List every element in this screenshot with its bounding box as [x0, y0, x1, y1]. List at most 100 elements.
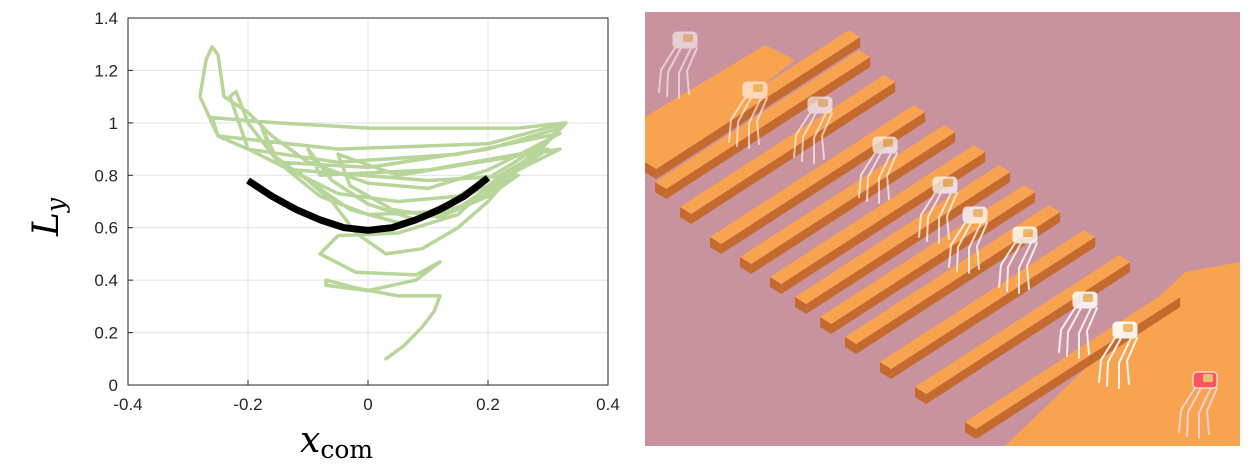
robot-leg	[658, 47, 676, 93]
robot-ghost	[658, 31, 698, 99]
robot-leg	[1078, 307, 1092, 359]
y-tick-label: 0.6	[94, 219, 118, 238]
robot-leg	[813, 112, 827, 164]
robot-final	[1178, 371, 1218, 439]
beam	[880, 230, 1096, 369]
beam-front	[680, 207, 692, 224]
robot-leg	[678, 47, 692, 99]
robot-leg	[1018, 242, 1032, 294]
y-tick-label: 0.2	[94, 324, 118, 343]
robot-leg	[1098, 337, 1116, 383]
grid	[127, 17, 609, 386]
robot-sensor	[883, 139, 893, 147]
robot-leg	[1066, 307, 1082, 357]
robot-simulation-render	[645, 12, 1240, 446]
y-tick-label: 0	[109, 376, 118, 395]
robot-leg	[918, 192, 936, 238]
chart-panel: -0.4 -0.2 0 0.2 0.4 0 0.2 0.4 0.6 0.8 1 1.2 1.4 xco…	[26, 9, 620, 464]
y-axis-title: Ly	[26, 197, 70, 237]
y-axis-title-main: L	[26, 212, 67, 237]
beam-side	[691, 82, 896, 224]
robot-leg	[1205, 387, 1218, 435]
x-tick-label: 0	[363, 395, 372, 414]
beam	[740, 125, 956, 264]
robot-leg	[885, 152, 898, 200]
robot-leg	[736, 97, 752, 147]
robot-ghost	[998, 226, 1038, 294]
robot-ghost	[793, 96, 833, 164]
robot-sensor	[943, 179, 953, 187]
beam	[645, 30, 861, 169]
y-tick-label: 1.4	[94, 9, 118, 28]
robot-leg	[1186, 387, 1202, 437]
robot-sensor	[1083, 294, 1093, 302]
beam	[915, 255, 1131, 394]
robot-sensor	[753, 84, 763, 92]
y-tick-label: 1.2	[94, 61, 118, 80]
robot-sensor	[1023, 229, 1033, 237]
beam-front	[820, 317, 832, 334]
y-tick-label: 0.8	[94, 166, 118, 185]
robot-leg	[728, 97, 746, 143]
robot-ghost	[728, 81, 768, 149]
robot-leg	[938, 192, 952, 244]
robot-leg	[1058, 307, 1076, 353]
x-tick-label: 0.4	[596, 395, 620, 414]
robot-leg	[1025, 242, 1038, 290]
x-axis-ticks: -0.4 -0.2 0 0.2 0.4	[113, 380, 620, 414]
robot-leg	[956, 222, 972, 272]
beam-side	[856, 212, 1061, 354]
beam-front	[740, 257, 752, 274]
trajectory-line	[198, 45, 568, 361]
robot-leg	[1198, 387, 1212, 439]
beam-side	[751, 132, 956, 274]
robot-ghost	[858, 136, 898, 204]
robot-leg	[1118, 337, 1132, 389]
beam-front	[655, 182, 667, 199]
beam-front	[915, 387, 927, 404]
beam	[795, 165, 1011, 304]
robot-sensor	[818, 99, 828, 107]
beam-side	[806, 172, 1011, 314]
robot-sensor	[973, 209, 983, 217]
beam	[655, 50, 871, 189]
robot-leg	[858, 152, 876, 198]
x-tick-label: 0.2	[476, 395, 500, 414]
beam	[770, 145, 986, 284]
robot-leg	[998, 242, 1016, 288]
robot-leg	[820, 112, 833, 160]
beam-front	[795, 297, 807, 314]
robot-leg	[1085, 307, 1098, 355]
beam-front	[965, 422, 977, 439]
robot-leg	[666, 47, 682, 97]
robot-leg	[1125, 337, 1138, 385]
fit-curve	[246, 175, 491, 234]
robot-leg	[975, 222, 988, 270]
beam-front	[770, 277, 782, 294]
robot-leg	[748, 97, 762, 149]
y-tick-label: 0.4	[94, 271, 118, 290]
x-axis-title: xcom	[300, 420, 373, 464]
robot-leg	[1178, 387, 1196, 433]
robot-stepping-stones-image	[645, 12, 1240, 446]
x-axis-title-sub: com	[320, 435, 373, 464]
robot-ghost	[948, 206, 988, 274]
robot-leg	[945, 192, 958, 240]
robot-trail	[658, 31, 1218, 439]
robot-ghost	[1098, 321, 1138, 389]
x-tick-label: -0.4	[113, 395, 142, 414]
robot-ghost	[1058, 291, 1098, 359]
robot-leg	[968, 222, 982, 274]
beam-front	[710, 237, 722, 254]
robot-leg	[1006, 242, 1022, 292]
robot-leg	[755, 97, 768, 145]
robot-leg	[793, 112, 811, 158]
y-axis-ticks: 0 0.2 0.4 0.6 0.8 1 1.2 1.4	[94, 9, 133, 395]
robot-ghost	[918, 176, 958, 244]
chart-svg: -0.4 -0.2 0 0.2 0.4 0 0.2 0.4 0.6 0.8 1 1.2 1.4 xco…	[26, 9, 620, 464]
robot-sensor	[1123, 324, 1133, 332]
beam-front	[845, 337, 857, 354]
robot-leg	[948, 222, 966, 268]
beam	[845, 205, 1061, 344]
beam-side	[656, 37, 861, 179]
